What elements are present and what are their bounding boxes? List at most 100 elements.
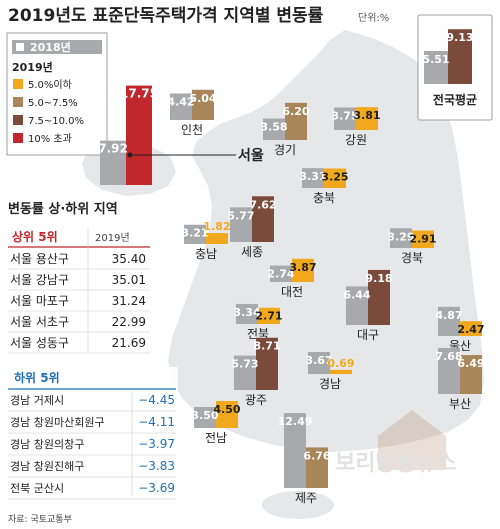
value-label-2018: 3.58 xyxy=(260,121,287,134)
region-인천: 4.425.04 인천 xyxy=(167,89,217,137)
value-label-2019: 3.81 xyxy=(353,109,380,122)
value-label-2019: 6.76 xyxy=(303,449,330,462)
value-label-2019: 4.50 xyxy=(213,403,240,416)
value-label-2018: 6.44 xyxy=(343,288,370,301)
bottom-region-value: −3.69 xyxy=(138,481,175,495)
value-label-2019: 9.18 xyxy=(365,272,392,285)
legend: 2018년 2019년 5.0%이하 5.0~7.5% 7.5~10.0% 10% 초… xyxy=(6,32,108,156)
region-name: 강원 xyxy=(345,133,367,147)
bar-2018 xyxy=(302,168,324,188)
national-value-2019: 9.13 xyxy=(446,31,473,44)
bar-2018 xyxy=(438,306,460,336)
value-label-2018: 12.49 xyxy=(278,415,313,428)
region-name: 제주 xyxy=(295,491,317,505)
legend-swatch-2018 xyxy=(12,40,102,54)
region-강원: 3.753.81 강원 xyxy=(331,107,381,147)
bar-2018 xyxy=(284,413,306,488)
region-경북: 3.292.91 경북 xyxy=(387,228,437,265)
bar-2019 xyxy=(192,89,214,120)
value-label-2019: 17.75 xyxy=(120,87,158,101)
region-전남: 3.504.50 전남 xyxy=(191,401,241,445)
top-region-value: 31.24 xyxy=(112,294,146,308)
top-region-name: 서울 서초구 xyxy=(10,315,69,329)
bottom-region-name: 경남 창원마산회원구 xyxy=(10,416,105,429)
unit-label: 단위:% xyxy=(358,11,389,24)
region-전북: 3.342.71 전북 xyxy=(233,303,283,341)
value-label-2019: 8.71 xyxy=(253,340,280,353)
bar-2019 xyxy=(412,230,434,248)
legend-swatch-2 xyxy=(13,115,23,125)
value-label-2018: 4.87 xyxy=(435,309,462,322)
value-label-2019: 5.04 xyxy=(189,92,216,105)
legend-swatch-1 xyxy=(13,97,23,107)
region-name: 세종 xyxy=(241,245,263,259)
bar-2019 xyxy=(460,355,482,394)
region-서울: 7.92 17.75 서울 xyxy=(98,85,264,185)
region-name: 경북 xyxy=(401,251,423,265)
bottom-region-value: −3.83 xyxy=(138,459,175,473)
bar-2019 xyxy=(258,307,280,324)
value-label-2018: 7.68 xyxy=(435,350,462,363)
bar-2019 xyxy=(460,321,482,336)
bar-2019 xyxy=(285,102,307,140)
bar-2018 xyxy=(170,93,192,120)
bottom-region-name: 경남 창원의창구 xyxy=(10,438,84,451)
watermark: 보리방송뉴스 xyxy=(335,410,456,476)
value-label-2018: 2.74 xyxy=(267,268,294,281)
national-average-bars: 5.51 9.13 xyxy=(422,29,474,84)
watermark-text: 보리방송뉴스 xyxy=(335,451,456,476)
region-name: 대구 xyxy=(357,328,379,342)
top-region-value: 35.40 xyxy=(112,252,146,266)
region-name: 경남 xyxy=(319,377,341,391)
bar-2019 xyxy=(324,168,346,188)
national-value-2018: 5.51 xyxy=(422,53,449,66)
region-name: 인천 xyxy=(181,122,203,137)
region-name: 전북 xyxy=(247,327,269,341)
value-label-2019: 2.91 xyxy=(409,233,436,246)
top-year-header: 2019년 xyxy=(95,232,130,244)
bar-2018 xyxy=(230,207,252,242)
region-충북: 3.313.25 충북 xyxy=(299,168,349,205)
chart-title: 2019년도 표준단독주택가격 지역별 변동률 xyxy=(8,6,324,26)
value-label-2018: 3.21 xyxy=(181,227,208,240)
value-label-2019: 0.69 xyxy=(327,357,354,370)
bottom-region-value: −3.97 xyxy=(138,437,175,451)
top-region-name: 서울 용산구 xyxy=(10,252,69,266)
ranking-panel: 변동률 상·하위 지역 상위 5위 2019년 서울 용산구 35.40 서울 강남… xyxy=(6,201,178,500)
bar-2018 xyxy=(438,347,460,394)
bar-2019 xyxy=(206,233,228,244)
value-label-2018: 5.77 xyxy=(227,209,254,222)
region-name: 광주 xyxy=(245,393,267,407)
bottom-region-name: 경남 거제시 xyxy=(10,394,64,407)
region-부산: 7.686.49 부산 xyxy=(435,347,485,411)
bottom-region-name: 전북 군산시 xyxy=(10,482,64,495)
bar-2018 xyxy=(194,407,216,428)
bar-2019 xyxy=(256,337,278,390)
region-name: 전남 xyxy=(205,431,227,445)
value-label-2018: 3.29 xyxy=(387,230,414,243)
value-label-2018: 3.75 xyxy=(331,110,358,123)
region-제주: 12.49 6.76 제주 xyxy=(278,413,331,505)
region-광주: 5.73 8.71 광주 xyxy=(231,337,281,407)
bar-2018 xyxy=(263,118,285,140)
bar-2019 xyxy=(368,269,390,325)
national-bar-2018 xyxy=(424,50,448,84)
region-경남: 3.670.69 경남 xyxy=(305,351,355,391)
region-name: 대전 xyxy=(281,285,303,299)
value-label-2019: 3.87 xyxy=(289,261,316,274)
bar-2018 xyxy=(390,228,412,248)
bar-2018 xyxy=(308,351,330,374)
value-label-2019: 6.49 xyxy=(457,357,484,370)
region-경기: 3.58 6.20 경기 xyxy=(260,102,310,157)
bottom-header: 하위 5위 xyxy=(14,370,60,385)
value-label-2018: 3.31 xyxy=(299,170,326,183)
region-대구: 6.44 9.18 대구 xyxy=(343,269,393,342)
value-label-2018: 3.67 xyxy=(305,354,332,367)
value-label-2018: 5.73 xyxy=(231,358,258,371)
value-label-2018: 3.34 xyxy=(233,306,260,319)
legend-item-label: 10% 초과 xyxy=(28,133,72,145)
region-name: 충남 xyxy=(195,247,217,261)
legend-swatch-3 xyxy=(13,133,23,143)
legend-item-label: 5.0%이하 xyxy=(28,78,72,91)
bar-2019 xyxy=(252,196,274,242)
